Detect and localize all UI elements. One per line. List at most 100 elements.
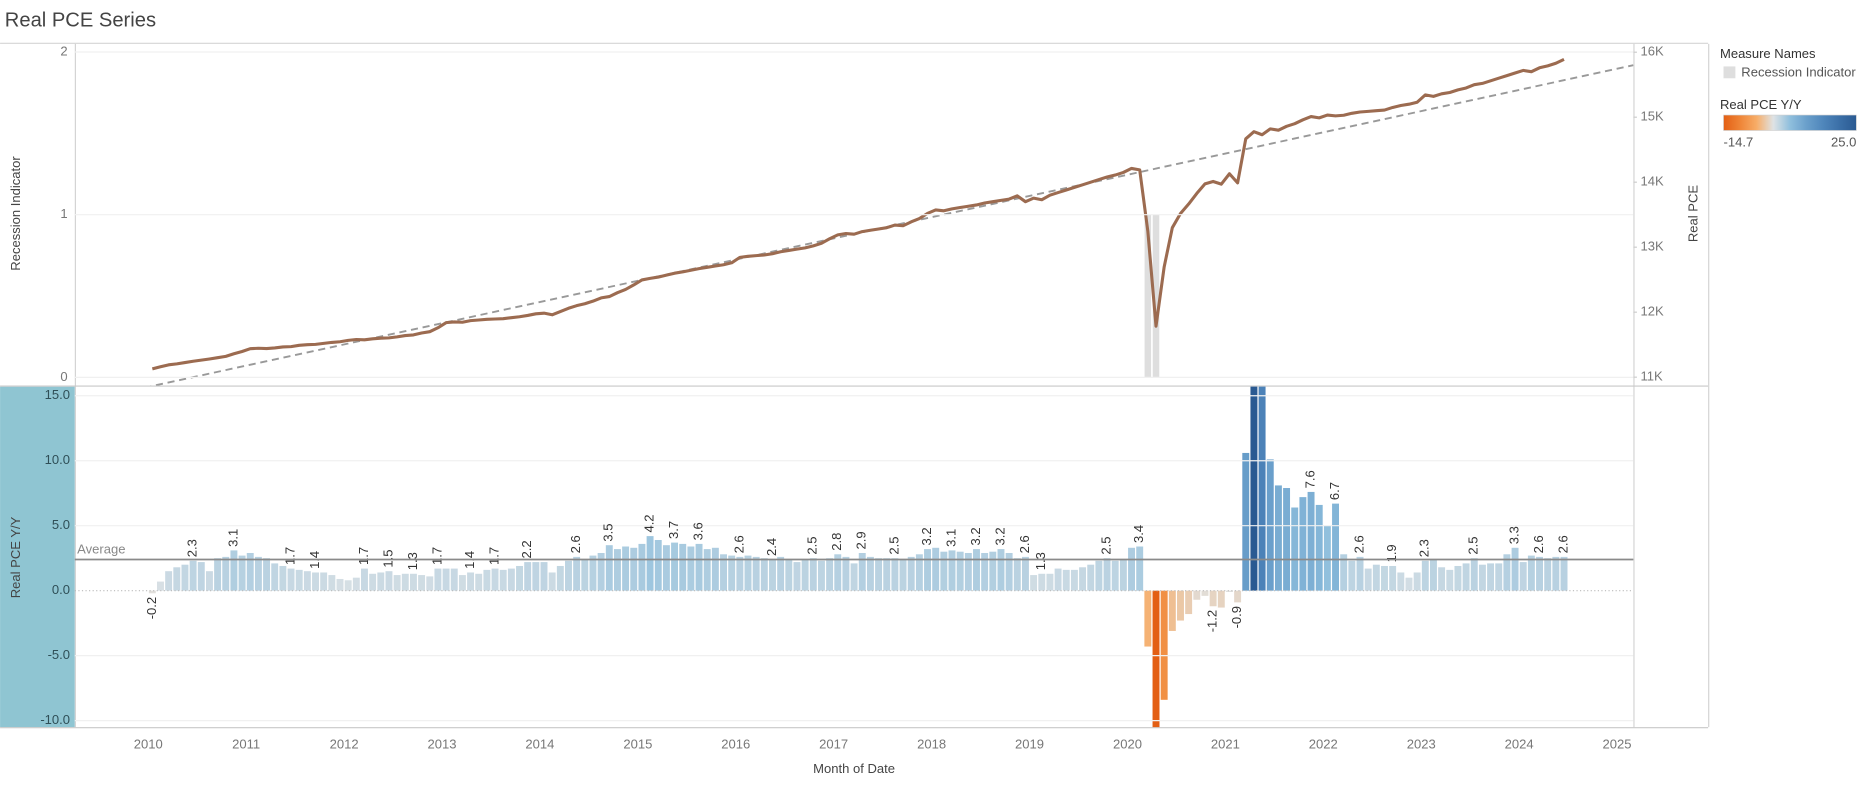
bar xyxy=(964,552,972,591)
bar xyxy=(393,575,401,591)
data-label: 3.5 xyxy=(601,524,616,542)
data-label: 2.5 xyxy=(805,537,820,555)
bar xyxy=(377,572,385,591)
bar xyxy=(1487,563,1495,591)
bar xyxy=(981,552,989,591)
bar xyxy=(279,565,287,591)
bar xyxy=(1136,546,1144,591)
bar xyxy=(1242,452,1250,591)
bar xyxy=(148,590,156,594)
data-label: 4.2 xyxy=(642,514,657,532)
dashboard-title: Real PCE Series xyxy=(5,10,156,32)
y-tick-label: -5.0 xyxy=(48,647,70,662)
bar xyxy=(344,580,352,591)
recession-bar xyxy=(1144,214,1152,378)
bar xyxy=(181,564,189,591)
bar xyxy=(540,562,548,591)
data-label: 3.1 xyxy=(943,529,958,547)
bar xyxy=(1372,564,1380,591)
line xyxy=(151,57,1565,371)
data-label: 1.5 xyxy=(380,549,395,567)
data-label: 2.6 xyxy=(1017,535,1032,553)
bar xyxy=(1160,590,1168,700)
color-legend-min: -14.7 xyxy=(1724,134,1754,149)
x-tick-label: 2012 xyxy=(330,736,359,751)
y-tick-label: 0.0 xyxy=(52,582,70,597)
bar xyxy=(613,549,621,591)
bar xyxy=(565,560,572,591)
data-label: 2.6 xyxy=(1555,535,1570,553)
bar xyxy=(801,559,809,591)
bar xyxy=(1005,552,1013,591)
bar xyxy=(1381,565,1388,591)
bar xyxy=(1397,572,1405,591)
x-tick-label: 2011 xyxy=(232,736,260,751)
bar xyxy=(165,571,173,591)
bar xyxy=(361,568,368,591)
bar xyxy=(622,546,630,591)
bar xyxy=(809,558,817,591)
y2-tick-label: 14K xyxy=(1640,174,1663,189)
bar xyxy=(1185,590,1193,615)
data-label: 3.2 xyxy=(919,527,934,545)
bar xyxy=(997,549,1005,591)
bar xyxy=(1291,507,1299,591)
bar xyxy=(1103,558,1111,591)
bar xyxy=(1250,386,1258,591)
bar xyxy=(793,562,801,591)
bar xyxy=(426,576,434,591)
bar xyxy=(989,551,997,591)
bar xyxy=(499,569,507,591)
bar xyxy=(654,539,662,591)
bar xyxy=(483,569,491,591)
bar xyxy=(899,559,907,591)
bar xyxy=(1470,558,1478,591)
bar xyxy=(1111,560,1119,591)
bar xyxy=(646,536,654,591)
bar xyxy=(1234,590,1242,603)
legend-label: Recession Indicator xyxy=(1741,64,1856,79)
bar xyxy=(850,563,858,591)
bar xyxy=(866,556,874,591)
color-legend-max: 25.0 xyxy=(1831,134,1856,149)
x-tick-label: 2019 xyxy=(1015,736,1044,751)
data-label: 3.4 xyxy=(1131,525,1146,543)
bar xyxy=(336,578,344,591)
bar xyxy=(940,551,948,591)
bar xyxy=(581,559,589,591)
y2-tick-label: 12K xyxy=(1640,304,1663,319)
bar xyxy=(1527,555,1535,591)
bar xyxy=(222,556,230,591)
bar xyxy=(1266,459,1274,591)
data-label: 3.1 xyxy=(225,529,240,547)
bar xyxy=(189,560,197,591)
data-label: 1.9 xyxy=(1384,544,1399,562)
bar xyxy=(1079,567,1087,591)
bar xyxy=(1087,564,1095,591)
bar xyxy=(556,565,564,591)
bar xyxy=(842,556,850,591)
y-tick-label: 15.0 xyxy=(45,387,70,402)
bar xyxy=(711,547,719,591)
bar xyxy=(401,573,409,591)
bar xyxy=(907,556,915,591)
x-axis-title: Month of Date xyxy=(813,761,895,776)
bar xyxy=(1421,560,1429,591)
bottom-plot xyxy=(148,386,1568,728)
y2-tick-label: 11K xyxy=(1640,369,1663,384)
bar xyxy=(1462,563,1470,591)
y2-axis-title: Real PCE xyxy=(1685,185,1700,243)
bar xyxy=(516,565,523,591)
bar xyxy=(777,556,785,591)
bar xyxy=(458,575,466,591)
bar xyxy=(197,562,205,591)
x-tick-label: 2025 xyxy=(1603,736,1632,751)
y-tick-label: 0 xyxy=(60,369,67,384)
data-label: 7.6 xyxy=(1302,470,1317,488)
bar xyxy=(769,559,776,591)
bar xyxy=(303,571,311,591)
bar xyxy=(507,568,515,591)
bar xyxy=(1405,577,1413,591)
data-label: 2.3 xyxy=(1417,539,1432,557)
y2-tick-label: 13K xyxy=(1640,239,1663,254)
